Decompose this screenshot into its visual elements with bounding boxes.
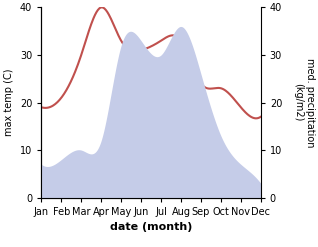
X-axis label: date (month): date (month) [110,222,192,232]
Y-axis label: med. precipitation
(kg/m2): med. precipitation (kg/m2) [293,58,315,147]
Y-axis label: max temp (C): max temp (C) [4,69,14,136]
